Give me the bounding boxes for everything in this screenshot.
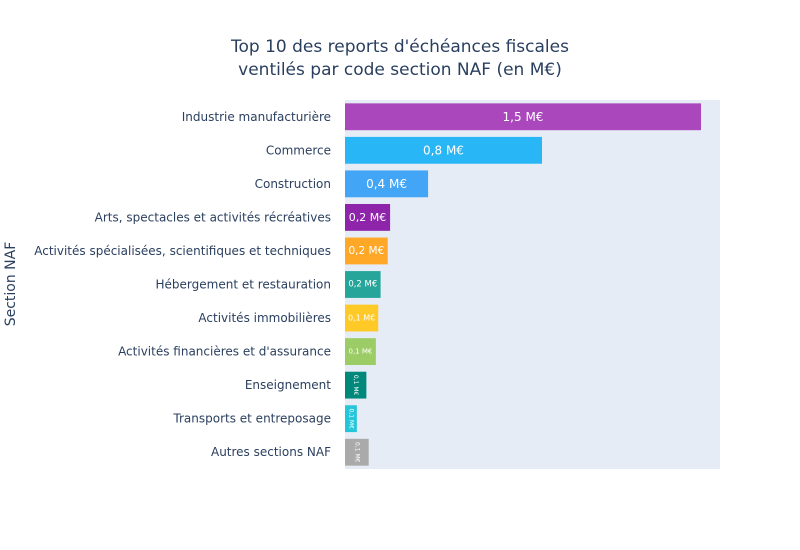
y-tick-label: Enseignement bbox=[245, 378, 331, 392]
bar-value-label: 1,5 M€ bbox=[503, 110, 544, 124]
bars-group: 1,5 M€ 0,8 M€ 0,4 M€ 0,2 M€ 0,2 M€ 0,2 M€ 0,1 … bbox=[345, 103, 702, 466]
bar-value-label: 0,1 M€ bbox=[348, 314, 375, 323]
bar-value-label: 0,1 M€ bbox=[348, 348, 372, 356]
bar[interactable] bbox=[345, 103, 702, 131]
bar[interactable] bbox=[345, 438, 369, 466]
chart-title-line-1: Top 10 des reports d'échéances fiscales bbox=[230, 37, 569, 57]
bar-value-label: 0,4 M€ bbox=[366, 177, 407, 191]
bar[interactable] bbox=[345, 338, 376, 366]
bar[interactable] bbox=[345, 237, 388, 265]
chart-title-line-2: ventilés par code section NAF (en M€) bbox=[238, 60, 562, 80]
y-tick-label: Activités spécialisées, scientifiques et… bbox=[34, 244, 331, 258]
y-tick-label: Industrie manufacturière bbox=[182, 110, 331, 124]
y-tick-label: Arts, spectacles et activités récréative… bbox=[95, 210, 331, 224]
bar[interactable] bbox=[345, 170, 429, 198]
y-tick-label: Transports et entreposage bbox=[172, 412, 331, 426]
y-tick-label: Hébergement et restauration bbox=[156, 278, 331, 292]
bar[interactable] bbox=[345, 271, 381, 298]
bar-value-label: 0,2 M€ bbox=[348, 280, 377, 290]
bar-value-label: 0,1 M€ bbox=[347, 408, 354, 429]
y-tick-label: Activités immobilières bbox=[198, 311, 331, 325]
y-axis-title: Section NAF bbox=[3, 242, 19, 327]
y-tick-label: Autres sections NAF bbox=[211, 445, 331, 459]
bar[interactable] bbox=[345, 136, 542, 164]
bar-value-label: 0,2 M€ bbox=[349, 211, 386, 224]
bar-value-label: 0,2 M€ bbox=[348, 245, 384, 257]
y-tick-label: Commerce bbox=[266, 143, 331, 157]
bar-value-label: 0,1 M€ bbox=[352, 375, 359, 396]
bar-value-label: 0,8 M€ bbox=[423, 143, 464, 157]
bar[interactable] bbox=[345, 304, 379, 332]
bar[interactable] bbox=[345, 203, 391, 231]
y-tick-label: Construction bbox=[255, 177, 331, 191]
bar[interactable] bbox=[345, 405, 357, 433]
bar-value-label: 0,1 M€ bbox=[353, 442, 360, 463]
y-tick-label: Activités financières et d'assurance bbox=[118, 345, 331, 359]
bar[interactable] bbox=[345, 371, 367, 399]
